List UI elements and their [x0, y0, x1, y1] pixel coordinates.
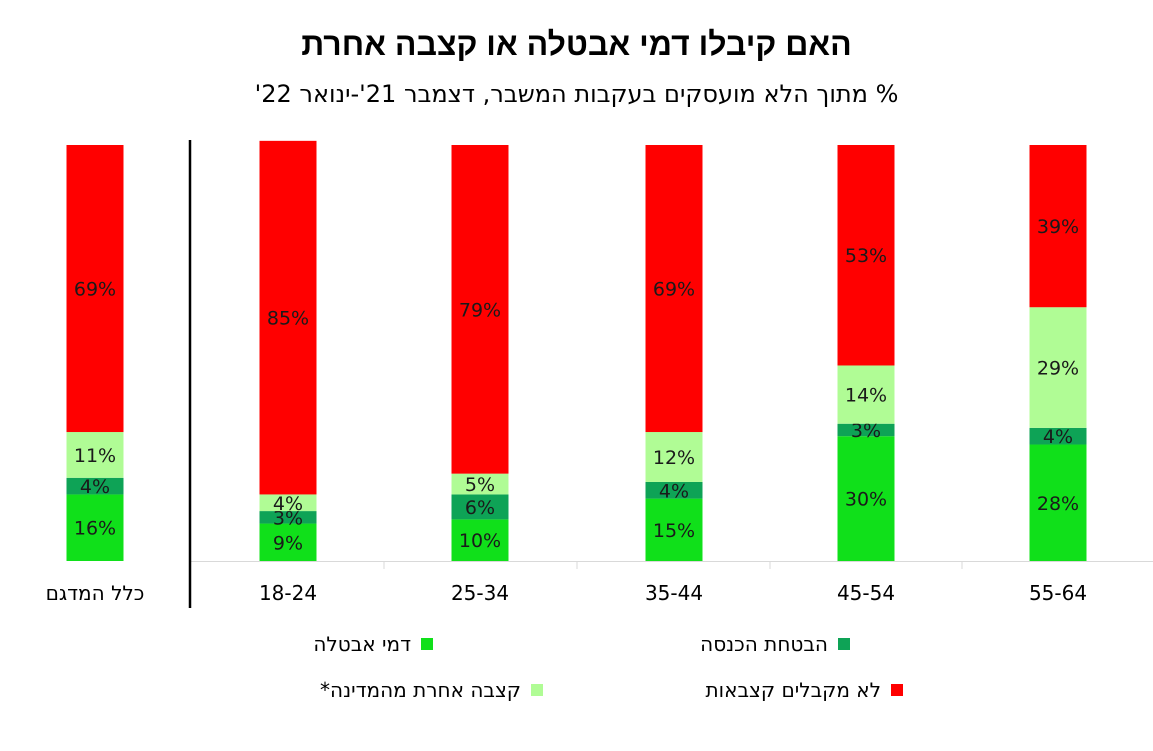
- bar-segment-other_state-2: [645, 432, 703, 482]
- data-label-income_support-2: 4%: [659, 480, 689, 502]
- bar-segment-unemployment-5: [66, 494, 124, 561]
- bar-segment-income_support-1: [837, 423, 895, 437]
- x-tick-label-3: 25-34: [451, 581, 509, 605]
- bar-segment-unemployment-2: [645, 498, 703, 561]
- legend-label-none: לא מקבלים קצבאות: [705, 678, 881, 702]
- bar-segment-unemployment-0: [1029, 444, 1087, 561]
- data-label-unemployment-0: 28%: [1037, 493, 1079, 515]
- bar-segment-none-1: [837, 145, 895, 366]
- legend-item-none: לא מקבלים קצבאות: [706, 678, 903, 702]
- data-label-income_support-3: 6%: [465, 497, 495, 519]
- bar-segment-none-3: [451, 145, 509, 474]
- data-label-none-1: 53%: [845, 245, 887, 267]
- data-label-other_state-1: 14%: [845, 385, 887, 407]
- data-label-unemployment-4: 9%: [273, 532, 303, 554]
- data-label-unemployment-3: 10%: [459, 530, 501, 552]
- data-label-unemployment-1: 30%: [845, 489, 887, 511]
- bar-segment-none-2: [645, 145, 703, 433]
- bar-segment-other_state-4: [259, 494, 317, 512]
- legend-swatch-unemployment: [421, 638, 433, 650]
- bar-segment-unemployment-1: [837, 436, 895, 561]
- data-label-none-5: 69%: [74, 279, 116, 301]
- legend-item-unemployment: דמי אבטלה: [313, 632, 433, 656]
- bar-segment-income_support-4: [259, 511, 317, 524]
- data-label-unemployment-5: 16%: [74, 518, 116, 540]
- legend-swatch-none: [891, 684, 903, 696]
- data-label-none-0: 39%: [1037, 216, 1079, 238]
- data-label-other_state-0: 29%: [1037, 358, 1079, 380]
- bar-segment-unemployment-4: [259, 523, 317, 561]
- x-tick-label-1: 45-54: [837, 581, 895, 605]
- x-tick-label-4: 18-24: [259, 581, 317, 605]
- bar-segment-unemployment-3: [451, 519, 509, 561]
- legend-item-other-state: קצבה אחרת מהמדינה*: [320, 678, 543, 702]
- data-label-other_state-3: 5%: [465, 474, 495, 496]
- data-label-other_state-4: 4%: [273, 493, 303, 515]
- bar-segment-income_support-0: [1029, 427, 1087, 445]
- data-label-other_state-2: 12%: [653, 447, 695, 469]
- bar-segment-income_support-2: [645, 481, 703, 499]
- bar-segment-none-4: [259, 140, 317, 495]
- chart-title: האם קיבלו דמי אבטלה או קצבה אחרת: [301, 26, 852, 62]
- bar-segment-none-5: [66, 145, 124, 433]
- data-label-income_support-0: 4%: [1043, 426, 1073, 448]
- bar-segment-other_state-5: [66, 432, 124, 478]
- data-label-income_support-1: 3%: [851, 420, 881, 442]
- x-tick-label-2: 35-44: [645, 581, 703, 605]
- x-tick-label-5: כלל המדגם: [46, 581, 145, 605]
- legend-swatch-other-state: [531, 684, 543, 696]
- bar-segment-other_state-0: [1029, 307, 1087, 428]
- data-label-other_state-5: 11%: [74, 445, 116, 467]
- data-label-income_support-4: 3%: [273, 507, 303, 529]
- data-label-none-3: 79%: [459, 299, 501, 321]
- legend-item-income-support: הבטחת הכנסה: [700, 632, 850, 656]
- data-label-none-2: 69%: [653, 279, 695, 301]
- bar-segment-income_support-3: [451, 494, 509, 520]
- data-label-income_support-5: 4%: [80, 476, 110, 498]
- bar-segment-other_state-1: [837, 365, 895, 424]
- x-tick-label-0: 55-64: [1029, 581, 1087, 605]
- legend-swatch-income-support: [838, 638, 850, 650]
- legend-label-other-state: קצבה אחרת מהמדינה*: [320, 678, 521, 702]
- bar-segment-other_state-3: [451, 473, 509, 495]
- chart-subtitle: % מתוך הלא מועסקים בעקבות המשבר, דצמבר 2…: [254, 80, 899, 108]
- bar-segment-none-0: [1029, 145, 1087, 308]
- data-label-none-4: 85%: [267, 308, 309, 330]
- legend-label-unemployment: דמי אבטלה: [313, 632, 411, 656]
- data-label-unemployment-2: 15%: [653, 520, 695, 542]
- bar-segment-income_support-5: [66, 477, 124, 495]
- legend-label-income-support: הבטחת הכנסה: [700, 632, 828, 656]
